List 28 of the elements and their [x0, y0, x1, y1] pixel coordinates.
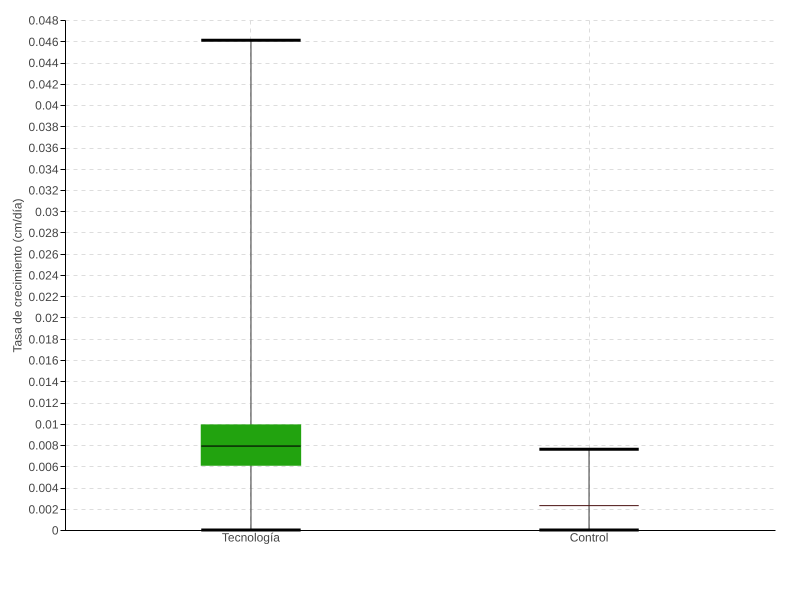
y-tick-label: 0.004	[28, 481, 59, 495]
y-tick-label: 0	[52, 524, 59, 538]
y-tick-label: 0.016	[28, 354, 59, 368]
y-tick-label: 0.006	[28, 460, 59, 474]
y-tick-label: 0.036	[28, 141, 59, 155]
y-tick-label: 0.008	[28, 438, 59, 452]
y-tick-label: 0.018	[28, 332, 59, 346]
y-tick-label: 0.002	[28, 502, 59, 516]
y-tick-label: 0.012	[28, 396, 59, 410]
y-tick-label: 0.024	[28, 268, 59, 282]
y-tick-label: 0.046	[28, 34, 59, 49]
y-axis-title: Tasa de crecimiento (cm/día)	[10, 198, 24, 353]
y-tick-label: 0.044	[28, 56, 59, 70]
y-tick-label: 0.014	[28, 374, 59, 389]
y-tick-label: 0.03	[35, 204, 59, 219]
y-tick-label: 0.048	[28, 14, 59, 28]
y-tick-label: 0.034	[28, 162, 59, 176]
y-tick-label: 0.026	[28, 247, 59, 262]
y-tick-label: 0.028	[28, 226, 59, 240]
y-tick-label: 0.038	[28, 120, 59, 134]
y-tick-label: 0.042	[28, 77, 59, 92]
y-tick-label: 0.02	[35, 311, 59, 325]
y-tick-label: 0.032	[28, 184, 59, 198]
x-tick-label: Control	[570, 530, 608, 544]
y-tick-label: 0.01	[35, 417, 59, 432]
x-tick-label: Tecnología	[222, 530, 280, 544]
y-tick-label: 0.022	[28, 290, 59, 304]
y-tick-label: 0.04	[35, 98, 59, 112]
